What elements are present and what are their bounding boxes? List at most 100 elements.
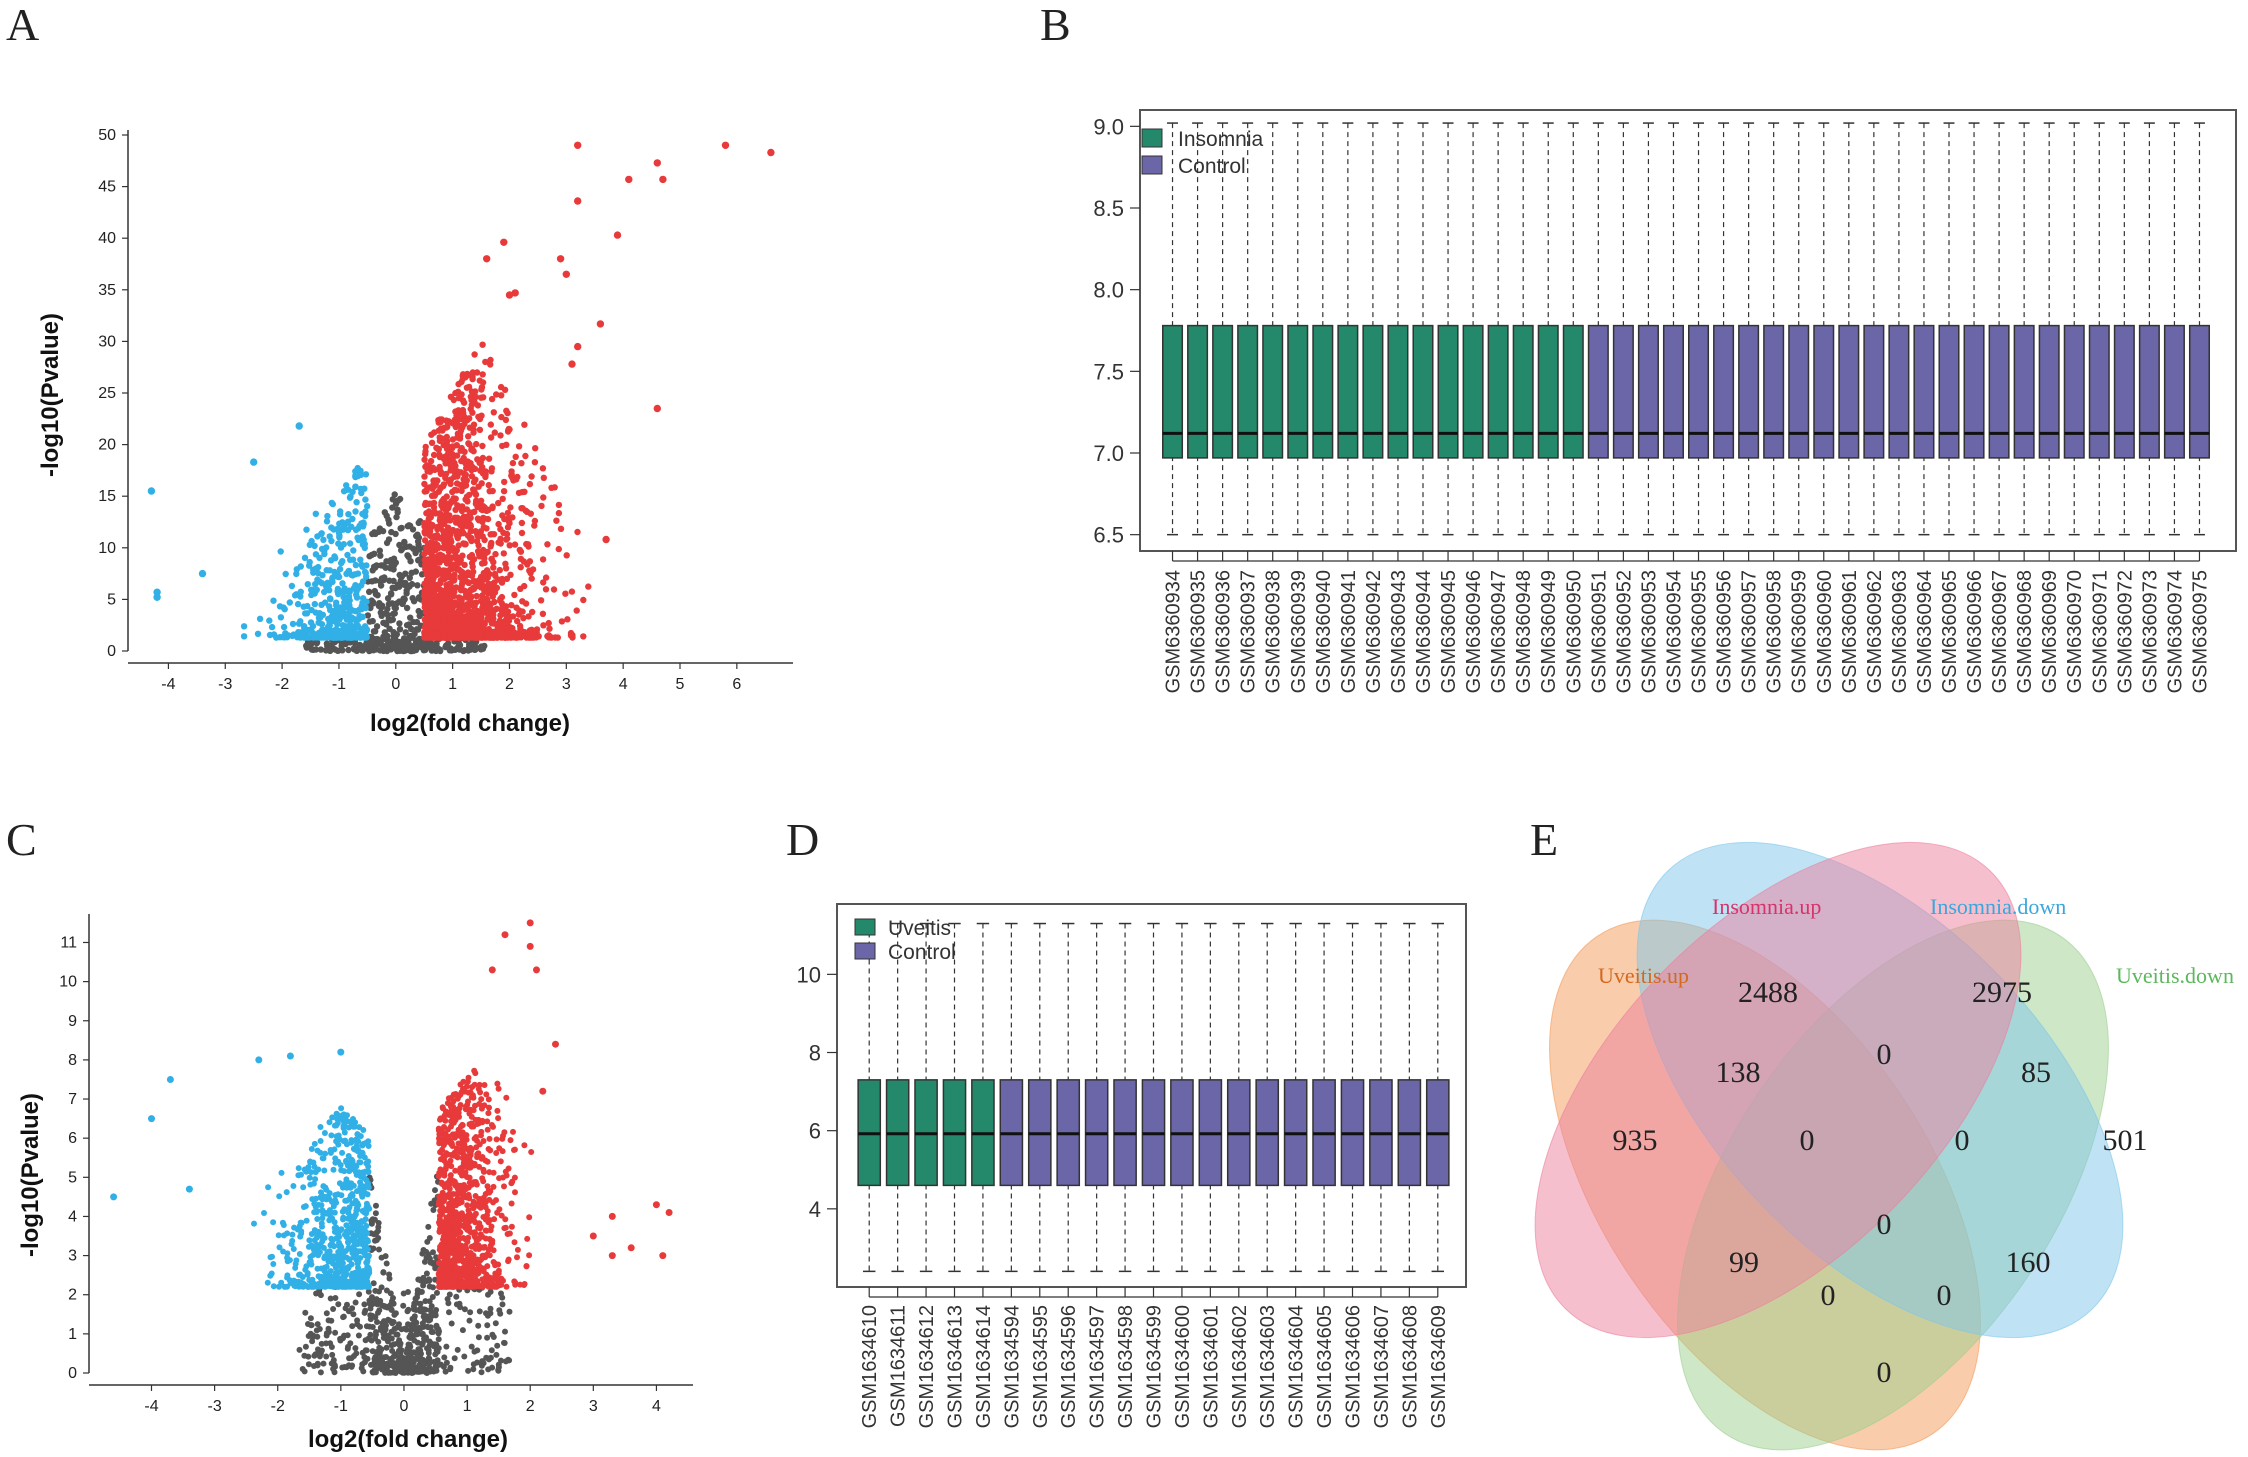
scatter-point-down (351, 625, 358, 633)
scatter-point-up (458, 444, 465, 452)
box-body (1713, 324, 1735, 459)
scatter-point-down (308, 606, 315, 614)
scatter-point-down (308, 1169, 315, 1176)
scatter-point-down (321, 1268, 328, 1275)
scatter-point-up (427, 603, 435, 611)
scatter-point-up (580, 633, 587, 640)
scatter-point-ns (433, 1347, 440, 1354)
scatter-point-up (659, 175, 667, 184)
scatter-point-up (463, 591, 470, 599)
scatter-point-ns (366, 588, 373, 595)
box-GSM6360971 (2088, 122, 2110, 536)
scatter-point-up (460, 614, 468, 621)
scatter-point-ns (416, 1346, 423, 1353)
box-GSM6360960 (1813, 122, 1835, 536)
scatter-point-up (450, 617, 458, 624)
scatter-point-down (291, 1224, 298, 1231)
scatter-point-up (437, 484, 445, 491)
sample-label: GSM6360946 (1463, 570, 1485, 693)
scatter-point-up (456, 1105, 463, 1112)
scatter-point-ns (405, 1341, 412, 1348)
scatter-point-down (340, 1123, 347, 1130)
scatter-point-down (295, 1278, 302, 1285)
scatter-point-down (306, 1174, 313, 1181)
scatter-point-down (288, 1241, 295, 1248)
scatter-point-up (443, 588, 450, 595)
scatter-point-up (425, 596, 433, 603)
sample-label: GSM6360963 (1889, 570, 1911, 693)
scatter-point-up (491, 579, 498, 586)
scatter-point-up (486, 1104, 492, 1111)
scatter-point-up (540, 622, 547, 629)
scatter-point-down (361, 1174, 368, 1181)
scatter-point-down (280, 1248, 287, 1255)
scatter-point-down (356, 1237, 363, 1244)
scatter-point-ns (409, 634, 416, 641)
scatter-point-down (339, 1182, 346, 1189)
scatter-point-up (488, 465, 496, 472)
sample-label: GSM6360967 (1989, 570, 2011, 693)
scatter-point-down (326, 567, 333, 574)
box-body (1462, 324, 1484, 459)
scatter-point-down (321, 1235, 328, 1241)
scatter-point-ns (423, 1278, 429, 1285)
scatter-point-up (470, 577, 478, 585)
scatter-point-ns (393, 513, 400, 521)
scatter-point-up (521, 582, 528, 590)
scatter-point-up (453, 452, 461, 459)
scatter-point-down (303, 610, 311, 617)
scatter-point-ns (418, 1306, 425, 1312)
scatter-point-up (478, 465, 485, 472)
scatter-point-down (295, 1165, 302, 1172)
scatter-point-up (460, 1085, 466, 1092)
scatter-point-up (458, 457, 465, 465)
scatter-point-up (478, 1096, 485, 1103)
scatter-point-up (524, 541, 532, 548)
scatter-point-up (444, 442, 451, 449)
scatter-point-down (297, 634, 304, 641)
scatter-point-down (333, 1133, 340, 1140)
scatter-point-up (553, 517, 560, 524)
box-body (2138, 324, 2160, 459)
box-GSM6360972 (2113, 122, 2135, 536)
scatter-point-down (304, 626, 311, 634)
box-GSM6360970 (2063, 122, 2085, 536)
scatter-point-ns (368, 597, 375, 604)
scatter-point-up (455, 380, 462, 388)
scatter-point-down (327, 1283, 334, 1290)
scatter-point-down (347, 1158, 353, 1165)
scatter-point-ns (367, 1312, 374, 1319)
box-GSM6360958 (1763, 122, 1785, 536)
scatter-point-down (336, 565, 344, 573)
scatter-point-down (313, 634, 320, 641)
scatter-point-ns (394, 581, 401, 589)
scatter-point-up (485, 1110, 492, 1117)
scatter-point-up (455, 623, 462, 630)
scatter-point-up (506, 613, 513, 621)
scatter-point-up (463, 493, 471, 500)
scatter-point-up (484, 1118, 491, 1125)
scatter-point-ns (405, 522, 413, 529)
x-tick-label: 6 (732, 676, 741, 693)
scatter-point-ns (414, 545, 421, 553)
box-GSM6360964 (1913, 122, 1935, 536)
scatter-point-up (473, 440, 480, 448)
scatter-point-up (490, 409, 497, 416)
scatter-point-ns (381, 509, 388, 516)
scatter-point-ns (434, 644, 441, 651)
scatter-point-ns (390, 635, 398, 643)
scatter-point-down (310, 1159, 317, 1166)
scatter-point-up (493, 605, 500, 612)
scatter-point-down (339, 1208, 346, 1215)
scatter-point-down (334, 570, 341, 578)
scatter-point-ns (421, 1335, 428, 1342)
scatter-point-down (278, 1279, 285, 1286)
scatter-point-up (445, 503, 452, 510)
scatter-point-up (490, 1183, 497, 1190)
scatter-point-up (432, 546, 439, 554)
scatter-point-up (538, 502, 545, 510)
scatter-point-ns (351, 639, 359, 646)
scatter-point-ns (370, 1280, 377, 1287)
scatter-point-down (325, 615, 332, 623)
scatter-point-ns (402, 1368, 409, 1375)
